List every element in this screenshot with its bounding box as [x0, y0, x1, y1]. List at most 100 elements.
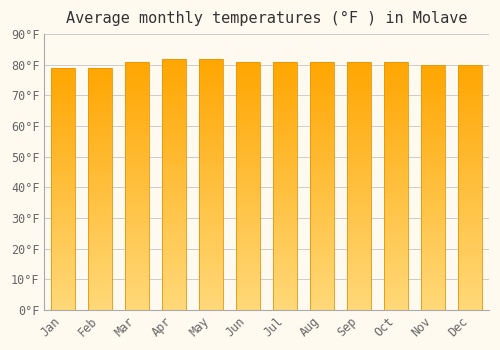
Bar [162, 297, 186, 301]
Bar [422, 110, 446, 114]
Bar [347, 215, 372, 219]
Bar [384, 219, 408, 223]
Bar [458, 159, 482, 163]
Bar [310, 297, 334, 301]
Bar [88, 185, 112, 189]
Bar [273, 83, 297, 86]
Bar [199, 276, 223, 280]
Bar [88, 261, 112, 265]
Bar [199, 193, 223, 197]
Bar [384, 231, 408, 235]
Bar [347, 186, 372, 190]
Bar [199, 268, 223, 272]
Bar [273, 215, 297, 219]
Bar [162, 222, 186, 226]
Bar [273, 91, 297, 95]
Bar [422, 159, 446, 163]
Bar [162, 239, 186, 243]
Bar [51, 181, 75, 185]
Bar [236, 268, 260, 273]
Bar [273, 173, 297, 177]
Bar [236, 86, 260, 91]
Bar [199, 214, 223, 218]
Bar [51, 249, 75, 253]
Bar [422, 171, 446, 175]
Bar [125, 239, 149, 244]
Bar [347, 256, 372, 260]
Bar [236, 95, 260, 99]
Bar [88, 112, 112, 116]
Bar [51, 286, 75, 289]
Bar [347, 86, 372, 91]
Bar [199, 117, 223, 121]
Bar [273, 86, 297, 91]
Bar [347, 235, 372, 239]
Bar [236, 264, 260, 268]
Bar [347, 111, 372, 116]
Bar [51, 76, 75, 80]
Bar [310, 215, 334, 219]
Bar [162, 121, 186, 126]
Bar [88, 213, 112, 217]
Bar [88, 273, 112, 278]
Bar [162, 251, 186, 256]
Bar [310, 248, 334, 252]
Bar [273, 169, 297, 173]
Bar [88, 237, 112, 241]
Bar [236, 161, 260, 165]
Bar [199, 180, 223, 184]
Bar [347, 153, 372, 157]
Bar [162, 172, 186, 176]
Bar [384, 301, 408, 306]
Bar [422, 224, 446, 228]
Bar [384, 186, 408, 190]
Bar [51, 173, 75, 177]
Title: Average monthly temperatures (°F ) in Molave: Average monthly temperatures (°F ) in Mo… [66, 11, 468, 26]
Bar [236, 91, 260, 95]
Bar [125, 285, 149, 289]
Bar [273, 211, 297, 215]
Bar [125, 86, 149, 91]
Bar [125, 62, 149, 310]
Bar [199, 289, 223, 293]
Bar [236, 276, 260, 281]
Bar [199, 163, 223, 168]
Bar [458, 175, 482, 179]
Bar [422, 98, 446, 101]
Bar [458, 98, 482, 101]
Bar [458, 187, 482, 191]
Bar [88, 217, 112, 221]
Bar [88, 124, 112, 128]
Bar [384, 165, 408, 169]
Bar [199, 256, 223, 259]
Bar [347, 128, 372, 132]
Bar [310, 153, 334, 157]
Bar [458, 81, 482, 85]
Bar [384, 215, 408, 219]
Bar [162, 193, 186, 197]
Bar [199, 209, 223, 214]
Bar [125, 297, 149, 301]
Bar [273, 111, 297, 116]
Bar [458, 138, 482, 142]
Bar [384, 276, 408, 281]
Bar [422, 114, 446, 118]
Bar [458, 212, 482, 216]
Bar [347, 99, 372, 103]
Bar [384, 145, 408, 148]
Bar [162, 306, 186, 310]
Bar [310, 120, 334, 124]
Bar [162, 100, 186, 105]
Bar [347, 145, 372, 148]
Bar [199, 306, 223, 310]
Bar [236, 145, 260, 148]
Bar [125, 223, 149, 227]
Bar [51, 302, 75, 306]
Bar [310, 276, 334, 281]
Bar [162, 214, 186, 218]
Bar [125, 103, 149, 107]
Bar [162, 234, 186, 239]
Bar [422, 85, 446, 89]
Bar [236, 99, 260, 103]
Bar [199, 188, 223, 193]
